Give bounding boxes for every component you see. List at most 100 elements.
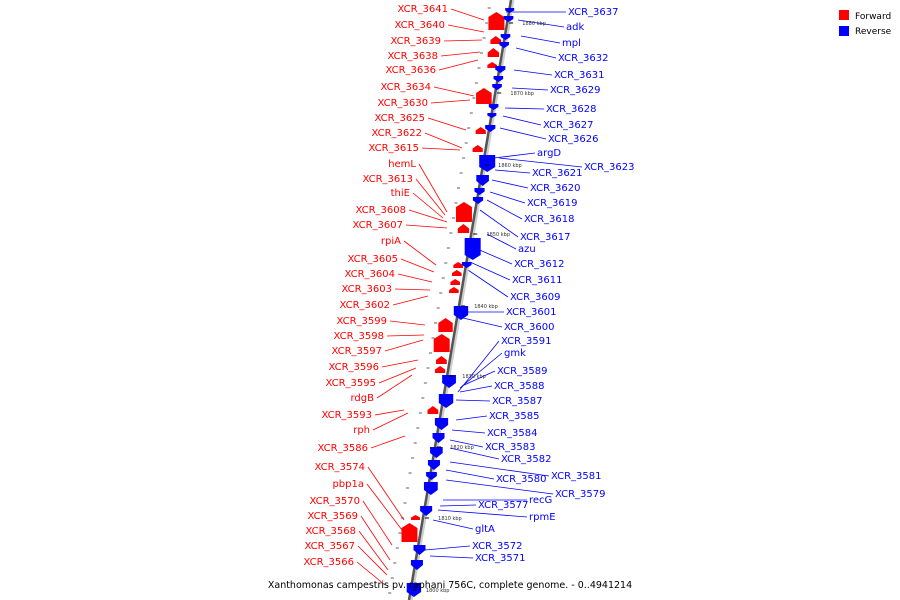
forward-gene-label[interactable]: rdgB — [351, 393, 375, 404]
forward-gene-label[interactable]: XCR_3568 — [305, 526, 356, 537]
forward-gene-label[interactable]: rpiA — [381, 236, 401, 247]
reverse-gene-label[interactable]: azu — [518, 244, 536, 255]
forward-connector — [360, 515, 391, 561]
forward-gene-label[interactable]: XCR_3640 — [394, 20, 445, 31]
forward-gene-label[interactable]: XCR_3641 — [397, 4, 448, 15]
forward-gene-label[interactable]: XCR_3639 — [390, 36, 441, 47]
forward-gene-label[interactable]: XCR_3595 — [325, 378, 376, 389]
reverse-gene-label[interactable]: XCR_3600 — [504, 322, 555, 333]
reverse-gene-label[interactable]: XCR_3584 — [487, 428, 538, 439]
legend-reverse-label: Reverse — [855, 27, 892, 37]
forward-gene-label[interactable]: XCR_3608 — [355, 205, 406, 216]
reverse-gene-label[interactable]: XCR_3631 — [554, 70, 605, 81]
forward-gene-label[interactable]: XCR_3613 — [362, 174, 413, 185]
forward-gene-label[interactable]: XCR_3569 — [307, 511, 358, 522]
forward-connector — [403, 240, 437, 266]
reverse-connector — [451, 429, 486, 434]
reverse-gene-label[interactable]: XCR_3617 — [520, 232, 571, 243]
reverse-gene-label[interactable]: XCR_3580 — [496, 474, 547, 485]
reverse-gene-label[interactable]: XCR_3619 — [527, 198, 578, 209]
reverse-gene-label[interactable]: XCR_3572 — [472, 541, 523, 552]
reverse-gene-label[interactable]: recG — [529, 495, 552, 506]
forward-gene-label[interactable]: thiE — [391, 188, 410, 199]
forward-connector — [438, 59, 479, 71]
forward-gene-label[interactable]: XCR_3586 — [317, 443, 368, 454]
forward-gene-label[interactable]: XCR_3605 — [347, 254, 398, 265]
reverse-gene-label[interactable]: XCR_3591 — [501, 336, 552, 347]
reverse-gene-label[interactable]: argD — [537, 148, 561, 159]
reverse-gene-feature — [426, 472, 437, 480]
reverse-gene-label[interactable]: XCR_3627 — [543, 120, 594, 131]
reverse-gene-feature — [487, 113, 497, 118]
backbone-line — [407, 0, 513, 600]
reverse-gene-label[interactable]: gmk — [504, 348, 526, 359]
forward-gene-label[interactable]: XCR_3570 — [309, 496, 360, 507]
forward-gene-label[interactable]: XCR_3603 — [341, 284, 392, 295]
forward-gene-label[interactable]: XCR_3597 — [331, 346, 382, 357]
forward-gene-label[interactable]: XCR_3604 — [344, 269, 395, 280]
forward-gene-label[interactable]: XCR_3622 — [371, 128, 422, 139]
forward-gene-label[interactable]: XCR_3615 — [368, 143, 419, 154]
forward-gene-label[interactable]: XCR_3634 — [380, 82, 431, 93]
forward-gene-label[interactable]: XCR_3602 — [339, 300, 390, 311]
reverse-connector — [474, 247, 513, 265]
reverse-gene-label[interactable]: XCR_3579 — [555, 489, 606, 500]
forward-gene-label[interactable]: pbp1a — [332, 479, 364, 490]
reverse-gene-label[interactable]: adk — [566, 22, 584, 33]
reverse-gene-label[interactable]: XCR_3589 — [497, 366, 548, 377]
forward-gene-label[interactable]: XCR_3593 — [321, 410, 372, 421]
forward-gene-label[interactable]: hemL — [388, 159, 416, 170]
reverse-gene-label[interactable]: XCR_3623 — [584, 162, 635, 173]
forward-connector — [408, 209, 448, 223]
tick-label: 1860 kbp — [498, 163, 522, 169]
reverse-gene-label[interactable]: XCR_3628 — [546, 104, 597, 115]
reverse-gene-label[interactable]: XCR_3581 — [551, 471, 602, 482]
reverse-gene-label[interactable]: XCR_3585 — [489, 411, 540, 422]
reverse-connector — [449, 461, 550, 477]
reverse-gene-label[interactable]: XCR_3583 — [485, 442, 536, 453]
reverse-gene-feature — [503, 16, 514, 22]
reverse-gene-label[interactable]: rpmE — [529, 512, 556, 523]
reverse-gene-label[interactable]: XCR_3587 — [492, 396, 543, 407]
forward-gene-label[interactable]: XCR_3638 — [387, 51, 438, 62]
reverse-gene-label[interactable]: XCR_3612 — [514, 259, 565, 270]
reverse-gene-label[interactable]: XCR_3626 — [548, 134, 599, 145]
reverse-connector — [513, 69, 553, 76]
forward-gene-feature — [453, 262, 463, 268]
reverse-gene-label[interactable]: gltA — [475, 524, 495, 535]
reverse-gene-label[interactable]: mpl — [562, 38, 581, 49]
reverse-gene-label[interactable]: XCR_3609 — [510, 292, 561, 303]
forward-connector — [389, 320, 426, 326]
forward-connector — [447, 24, 485, 33]
reverse-gene-label[interactable]: XCR_3632 — [558, 53, 609, 64]
forward-gene-label[interactable]: rph — [353, 425, 370, 436]
reverse-gene-feature — [492, 84, 502, 90]
reverse-gene-label[interactable]: XCR_3620 — [530, 183, 581, 194]
reverse-connector — [515, 47, 557, 59]
reverse-gene-label[interactable]: XCR_3611 — [512, 275, 563, 286]
forward-gene-label[interactable]: XCR_3566 — [303, 557, 354, 568]
reverse-gene-label[interactable]: XCR_3577 — [478, 500, 529, 511]
forward-gene-label[interactable]: XCR_3636 — [385, 65, 436, 76]
reverse-connector — [494, 169, 531, 174]
reverse-gene-label[interactable]: XCR_3571 — [475, 553, 526, 564]
reverse-gene-label[interactable]: XCR_3618 — [524, 214, 575, 225]
forward-gene-label[interactable]: XCR_3596 — [328, 362, 379, 373]
reverse-gene-feature — [474, 188, 485, 195]
forward-gene-feature — [455, 202, 472, 222]
reverse-gene-label[interactable]: XCR_3637 — [568, 7, 619, 18]
reverse-gene-label[interactable]: XCR_3629 — [550, 85, 601, 96]
forward-gene-label[interactable]: XCR_3630 — [377, 98, 428, 109]
forward-gene-label[interactable]: XCR_3599 — [336, 316, 387, 327]
forward-gene-label[interactable]: XCR_3598 — [333, 331, 384, 342]
reverse-gene-label[interactable]: XCR_3588 — [494, 381, 545, 392]
forward-gene-label[interactable]: XCR_3625 — [374, 113, 425, 124]
reverse-gene-feature — [423, 482, 438, 495]
forward-gene-label[interactable]: XCR_3567 — [304, 541, 355, 552]
reverse-gene-label[interactable]: XCR_3621 — [532, 168, 583, 179]
forward-gene-label[interactable]: XCR_3574 — [314, 462, 365, 473]
reverse-connector — [461, 370, 496, 387]
reverse-gene-label[interactable]: XCR_3582 — [501, 454, 552, 465]
forward-gene-label[interactable]: XCR_3607 — [352, 220, 403, 231]
reverse-gene-label[interactable]: XCR_3601 — [506, 307, 557, 318]
